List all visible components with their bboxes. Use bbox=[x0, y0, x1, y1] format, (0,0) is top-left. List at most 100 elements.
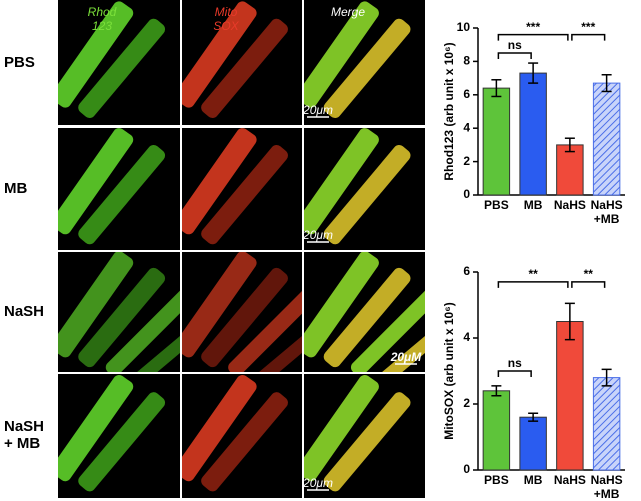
significance-label: ns bbox=[508, 38, 522, 52]
x-tick-label: NaHS bbox=[553, 198, 586, 212]
row-label: NaSH + MB bbox=[4, 418, 45, 453]
y-tick-label: 8 bbox=[463, 54, 470, 68]
y-tick-label: 2 bbox=[463, 396, 470, 410]
bar bbox=[556, 321, 584, 471]
significance-bracket bbox=[497, 370, 532, 377]
cell bbox=[182, 1, 257, 108]
significance-label: *** bbox=[526, 20, 540, 34]
significance-bracket bbox=[571, 33, 606, 41]
x-tick-label: NaHS bbox=[553, 473, 586, 487]
cells bbox=[304, 1, 411, 118]
scale-label: 20μm bbox=[302, 476, 333, 490]
scale-label: 20μM bbox=[390, 350, 423, 364]
cell bbox=[255, 302, 302, 372]
significance-bracket bbox=[497, 281, 569, 288]
cells bbox=[58, 1, 166, 118]
cell bbox=[182, 252, 257, 358]
error-bar bbox=[564, 137, 575, 153]
cell bbox=[228, 284, 302, 372]
error-bar bbox=[491, 79, 502, 98]
row-label: PBS bbox=[4, 53, 35, 71]
y-tick-label: 4 bbox=[463, 120, 470, 134]
y-axis-label: MitoSOX (arb unit x 10⁶) bbox=[442, 302, 456, 440]
row-label: MB bbox=[4, 180, 28, 197]
significance-bracket bbox=[571, 281, 606, 288]
bar bbox=[592, 377, 621, 471]
cells bbox=[304, 128, 411, 245]
x-tick-label: PBS bbox=[484, 198, 509, 212]
cell bbox=[304, 128, 379, 235]
x-tick-label: NaHS +MB bbox=[590, 473, 623, 501]
cell bbox=[78, 392, 166, 492]
cell bbox=[182, 374, 257, 482]
cell bbox=[323, 392, 411, 492]
significance-label: ns bbox=[508, 356, 522, 370]
cell bbox=[58, 252, 134, 358]
column-label: Mito SOX bbox=[213, 5, 239, 33]
cell bbox=[58, 128, 134, 235]
bar bbox=[592, 82, 621, 196]
cell bbox=[323, 267, 411, 368]
x-tick-label: PBS bbox=[484, 473, 509, 487]
bar bbox=[519, 72, 547, 196]
cells bbox=[182, 1, 288, 118]
cell bbox=[78, 267, 166, 368]
cell bbox=[78, 18, 166, 118]
x-tick-label: MB bbox=[523, 473, 543, 487]
error-bar bbox=[528, 412, 539, 422]
significance-label: *** bbox=[581, 20, 595, 34]
bar bbox=[519, 416, 547, 471]
cell bbox=[78, 145, 166, 245]
error-bar bbox=[491, 385, 502, 397]
significance-label: ** bbox=[584, 267, 594, 281]
y-tick-label: 0 bbox=[463, 462, 470, 476]
column-label: Rhod 123 bbox=[87, 5, 117, 33]
scale-label: 20μm bbox=[302, 228, 333, 242]
y-tick-label: 4 bbox=[463, 330, 470, 344]
cells bbox=[58, 374, 166, 492]
bar bbox=[482, 87, 511, 196]
significance-label: ** bbox=[528, 267, 538, 281]
cells bbox=[58, 252, 180, 372]
error-bar bbox=[528, 62, 539, 84]
cell bbox=[105, 284, 180, 372]
cells bbox=[304, 374, 411, 492]
bar bbox=[556, 144, 584, 196]
scale-label: 20μm bbox=[302, 103, 333, 117]
error-bar bbox=[601, 74, 612, 93]
cell bbox=[323, 145, 411, 245]
y-axis-label: Rhod123 (arb unit x 10⁶) bbox=[442, 42, 456, 180]
error-bar bbox=[601, 368, 612, 387]
cell bbox=[133, 302, 180, 372]
error-bar bbox=[564, 302, 575, 341]
cell bbox=[304, 374, 379, 482]
x-tick-label: NaHS +MB bbox=[590, 198, 623, 226]
significance-bracket bbox=[497, 33, 569, 41]
cell bbox=[182, 128, 257, 235]
y-tick-label: 6 bbox=[463, 87, 470, 101]
cell bbox=[304, 1, 379, 108]
cells bbox=[58, 128, 166, 245]
cells bbox=[182, 252, 302, 372]
row-label: NaSH bbox=[4, 303, 45, 320]
y-tick-label: 0 bbox=[463, 187, 470, 201]
column-label: Merge bbox=[330, 5, 365, 19]
cell bbox=[58, 1, 134, 108]
cell bbox=[304, 252, 379, 358]
x-tick-label: MB bbox=[523, 198, 543, 212]
cell bbox=[201, 392, 288, 492]
y-tick-label: 2 bbox=[463, 154, 470, 168]
y-tick-label: 6 bbox=[463, 264, 470, 278]
cell bbox=[201, 18, 288, 118]
y-tick-label: 10 bbox=[457, 20, 471, 34]
bar bbox=[482, 390, 511, 471]
cell bbox=[201, 145, 288, 245]
cell bbox=[323, 18, 411, 118]
cells bbox=[182, 374, 288, 492]
cells bbox=[182, 128, 288, 245]
cell bbox=[58, 374, 134, 482]
cell bbox=[201, 267, 288, 368]
significance-bracket bbox=[497, 52, 532, 60]
